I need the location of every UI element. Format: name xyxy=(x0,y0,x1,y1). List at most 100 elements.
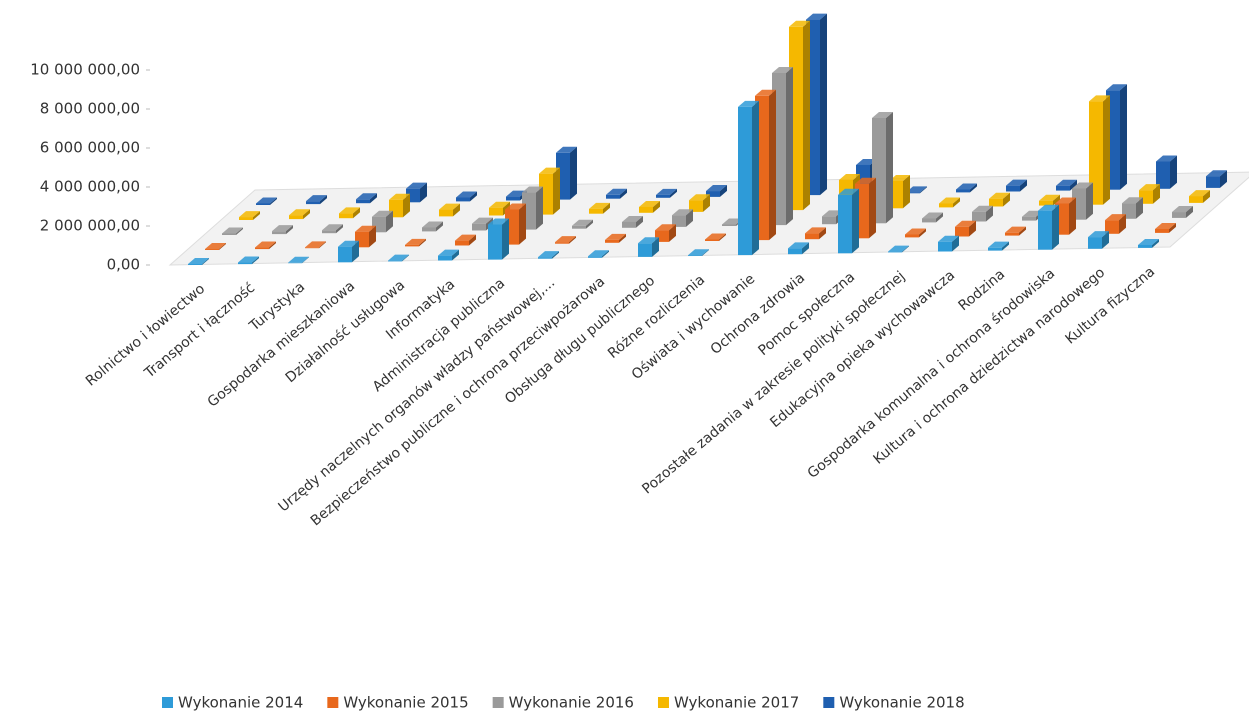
bar-top xyxy=(256,197,277,204)
bar-side xyxy=(1120,84,1127,190)
bar-top xyxy=(839,173,860,180)
bar-side xyxy=(319,241,326,249)
bar-front xyxy=(922,218,936,223)
bar-top xyxy=(905,228,926,235)
bar xyxy=(588,250,609,258)
bar-top xyxy=(1156,155,1177,162)
bar-top xyxy=(622,215,643,222)
bar-front xyxy=(256,203,270,205)
bar xyxy=(456,191,477,202)
bar-side xyxy=(570,146,577,200)
bar xyxy=(906,186,927,194)
bar-front xyxy=(488,224,502,260)
bar-top xyxy=(755,89,776,96)
floor xyxy=(168,171,1249,266)
bar xyxy=(1206,170,1227,188)
bar-front xyxy=(938,241,952,252)
bar xyxy=(306,195,327,205)
bar-top xyxy=(356,193,377,200)
bar-top xyxy=(655,224,676,231)
bar-top xyxy=(789,20,810,27)
bar xyxy=(1172,206,1193,218)
bar xyxy=(388,254,409,262)
bar-side xyxy=(1136,197,1143,219)
bar-side xyxy=(402,254,409,262)
bar-top xyxy=(1122,197,1143,204)
bar-side xyxy=(886,112,893,224)
bar-side xyxy=(253,211,260,220)
y-tick-label: 6 000 000,00 xyxy=(40,139,140,157)
bar-front xyxy=(1039,200,1053,206)
bar-top xyxy=(1155,223,1176,229)
bar-top xyxy=(722,218,743,225)
bar-top xyxy=(1138,238,1159,245)
bar-top xyxy=(955,220,976,227)
bar xyxy=(972,205,993,222)
bar xyxy=(605,233,626,243)
bar-side xyxy=(352,240,359,263)
bar-side xyxy=(1102,231,1109,249)
bar-side xyxy=(1203,190,1210,203)
bar-front xyxy=(555,242,569,244)
bar xyxy=(688,249,709,256)
bar-front xyxy=(538,257,552,259)
bar-side xyxy=(769,89,776,241)
bar-front xyxy=(838,194,852,254)
bar-side xyxy=(386,210,393,233)
bar-side xyxy=(369,225,376,248)
bar-top xyxy=(688,249,709,256)
bar-top xyxy=(1189,190,1210,197)
bar xyxy=(339,207,360,219)
bar xyxy=(638,237,659,257)
bar-top xyxy=(289,209,310,216)
bar xyxy=(438,249,459,261)
bar-front xyxy=(588,256,602,258)
bar-front xyxy=(738,106,752,256)
bar-side xyxy=(452,249,459,261)
bar xyxy=(1072,182,1093,220)
bar xyxy=(672,209,693,227)
bar xyxy=(622,215,643,228)
bar-front xyxy=(989,198,1003,207)
bar-side xyxy=(1019,226,1026,236)
bar-top xyxy=(855,177,876,184)
bar-top xyxy=(388,254,409,261)
bar-top xyxy=(222,227,243,234)
bar-front xyxy=(1105,220,1119,234)
bar-side xyxy=(502,218,509,260)
bar-top xyxy=(1005,226,1026,233)
bar-top xyxy=(538,251,559,258)
bar-top xyxy=(1038,204,1059,211)
legend-swatch xyxy=(327,697,339,708)
bar-side xyxy=(269,241,276,250)
bar xyxy=(239,211,260,220)
bar-front xyxy=(722,224,736,226)
legend-swatch xyxy=(492,697,504,708)
bar xyxy=(955,220,976,237)
x-tick-label: Kultura fizyczna xyxy=(1063,264,1159,348)
bar-top xyxy=(305,241,326,248)
bar xyxy=(1038,204,1059,250)
bar-top xyxy=(706,185,727,192)
bar-front xyxy=(639,206,653,213)
bar-top xyxy=(588,250,609,257)
bar-top xyxy=(1089,95,1110,102)
bar-top xyxy=(738,100,759,107)
bar xyxy=(1139,184,1160,204)
bar xyxy=(1189,190,1210,203)
bar-front xyxy=(1189,196,1203,203)
bar-front xyxy=(606,194,620,199)
bar-front xyxy=(955,226,969,237)
bar-front xyxy=(456,197,470,202)
bar-side xyxy=(519,203,526,245)
bar xyxy=(805,227,826,240)
bar-front xyxy=(1206,176,1220,188)
bar-side xyxy=(569,236,576,244)
bar-top xyxy=(872,112,893,118)
bar xyxy=(1105,214,1126,234)
bar xyxy=(922,212,943,223)
bar-top xyxy=(889,175,910,181)
bar-top xyxy=(972,205,993,212)
bar-front xyxy=(339,213,353,219)
bar-side xyxy=(919,228,926,238)
